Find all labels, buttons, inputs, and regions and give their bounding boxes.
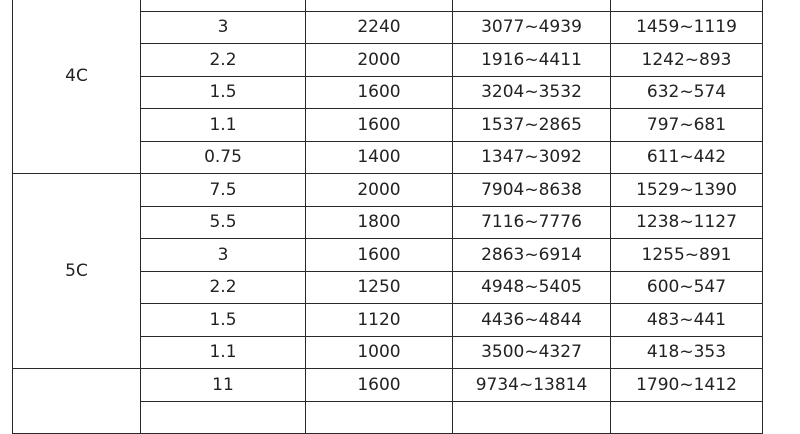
range-b-cell: 483~441 <box>610 303 763 337</box>
speed-cell: 1400 <box>305 140 453 174</box>
speed-cell: 2000 <box>305 43 453 77</box>
range-a-cell: 7116~7776 <box>452 205 611 239</box>
table-row: 4C <box>12 0 763 174</box>
range-a-cell <box>452 400 611 434</box>
range-b-cell: 418~353 <box>610 335 763 369</box>
speed-cell: 1600 <box>305 108 453 142</box>
speed-cell: 1600 <box>305 238 453 272</box>
table-row: 11 1600 9734~13814 1790~1412 <box>12 368 763 434</box>
table-row: 1.5 1120 4436~4844 483~441 <box>13 303 763 337</box>
power-cell: 5.5 <box>140 205 306 239</box>
table-row: 2.2 1250 4948~5405 600~547 <box>13 270 763 304</box>
power-cell: 1.1 <box>140 108 306 142</box>
range-b-cell: 600~547 <box>610 270 763 304</box>
speed-cell: 1600 <box>305 368 453 402</box>
range-a-cell: 9734~13814 <box>452 368 611 402</box>
power-cell <box>140 400 306 434</box>
range-a-cell: 1916~4411 <box>452 43 611 77</box>
power-cell: 7.5 <box>140 173 306 207</box>
range-a-cell <box>452 0 611 12</box>
range-a-cell: 4948~5405 <box>452 270 611 304</box>
range-b-cell: 611~442 <box>610 140 763 174</box>
speed-cell: 1600 <box>305 75 453 109</box>
group-label: 5C <box>12 173 141 369</box>
speed-cell: 1000 <box>305 335 453 369</box>
range-b-cell: 797~681 <box>610 108 763 142</box>
range-b-cell <box>610 400 763 434</box>
group-label: 4C <box>12 0 141 174</box>
group-label <box>12 368 141 434</box>
power-cell: 1.5 <box>140 75 306 109</box>
table-row: 0.75 1400 1347~3092 611~442 <box>13 140 763 174</box>
power-cell: 2.2 <box>140 43 306 77</box>
table-row: 1.5 1600 3204~3532 632~574 <box>13 75 763 109</box>
power-cell: 1.5 <box>140 303 306 337</box>
range-a-cell: 3500~4327 <box>452 335 611 369</box>
power-cell: 11 <box>140 368 306 402</box>
table-row: 2.2 2000 1916~4411 1242~893 <box>13 43 763 77</box>
range-a-cell: 7904~8638 <box>452 173 611 207</box>
range-b-cell: 1529~1390 <box>610 173 763 207</box>
power-cell <box>140 0 306 12</box>
range-b-cell: 1238~1127 <box>610 205 763 239</box>
range-a-cell: 1347~3092 <box>452 140 611 174</box>
range-b-cell: 1242~893 <box>610 43 763 77</box>
power-cell: 0.75 <box>140 140 306 174</box>
range-b-cell: 1255~891 <box>610 238 763 272</box>
range-a-cell: 3204~3532 <box>452 75 611 109</box>
speed-cell: 2000 <box>305 173 453 207</box>
power-cell: 2.2 <box>140 270 306 304</box>
speed-cell: 1120 <box>305 303 453 337</box>
range-a-cell: 2863~6914 <box>452 238 611 272</box>
speed-cell: 2240 <box>305 10 453 44</box>
range-b-cell: 1790~1412 <box>610 368 763 402</box>
range-b-cell <box>610 0 763 12</box>
speed-cell <box>305 400 453 434</box>
range-a-cell: 3077~4939 <box>452 10 611 44</box>
power-cell: 3 <box>140 238 306 272</box>
table-row: 5C 7.5 2000 7904~8638 1529~1390 <box>12 173 763 369</box>
speed-cell: 1250 <box>305 270 453 304</box>
power-cell: 1.1 <box>140 335 306 369</box>
speed-cell <box>305 0 453 12</box>
table-row: 1.1 1000 3500~4327 418~353 <box>13 335 763 369</box>
range-b-cell: 632~574 <box>610 75 763 109</box>
speed-cell: 1800 <box>305 205 453 239</box>
spec-table: 4C 3 2240 3077~4939 1459~1119 2.2 2000 1916~441… <box>12 0 763 434</box>
range-a-cell: 4436~4844 <box>452 303 611 337</box>
power-cell: 3 <box>140 10 306 44</box>
range-a-cell: 1537~2865 <box>452 108 611 142</box>
range-b-cell: 1459~1119 <box>610 10 763 44</box>
